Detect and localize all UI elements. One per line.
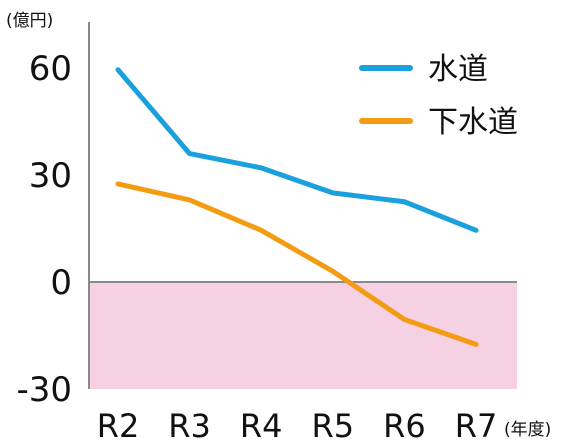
x-tick-label: R4 xyxy=(240,407,283,442)
x-tick-label: R2 xyxy=(97,407,140,442)
y-tick-label: 30 xyxy=(29,156,72,196)
x-unit-label: (年度) xyxy=(504,420,551,440)
y-unit-label: (億円) xyxy=(6,11,53,31)
series-line xyxy=(115,67,479,233)
y-tick-label: -30 xyxy=(16,370,72,410)
y-tick-labels: 60 30 0 -30 xyxy=(16,49,72,410)
x-tick-label: R7 xyxy=(455,407,498,442)
x-tick-label: R6 xyxy=(383,407,426,442)
x-tick-labels: R2 R3 R4 R5 R6 R7 xyxy=(97,407,498,442)
legend-label-water: 水道 xyxy=(428,52,488,87)
x-tick-label: R3 xyxy=(168,407,211,442)
series-lines xyxy=(115,67,479,347)
y-tick-label: 0 xyxy=(50,263,72,303)
y-tick-label: 60 xyxy=(29,49,72,89)
x-tick-label: R5 xyxy=(312,407,355,442)
legend-label-sewer: 下水道 xyxy=(428,105,518,140)
legend: 水道 下水道 xyxy=(359,52,518,140)
series-line xyxy=(115,181,479,347)
